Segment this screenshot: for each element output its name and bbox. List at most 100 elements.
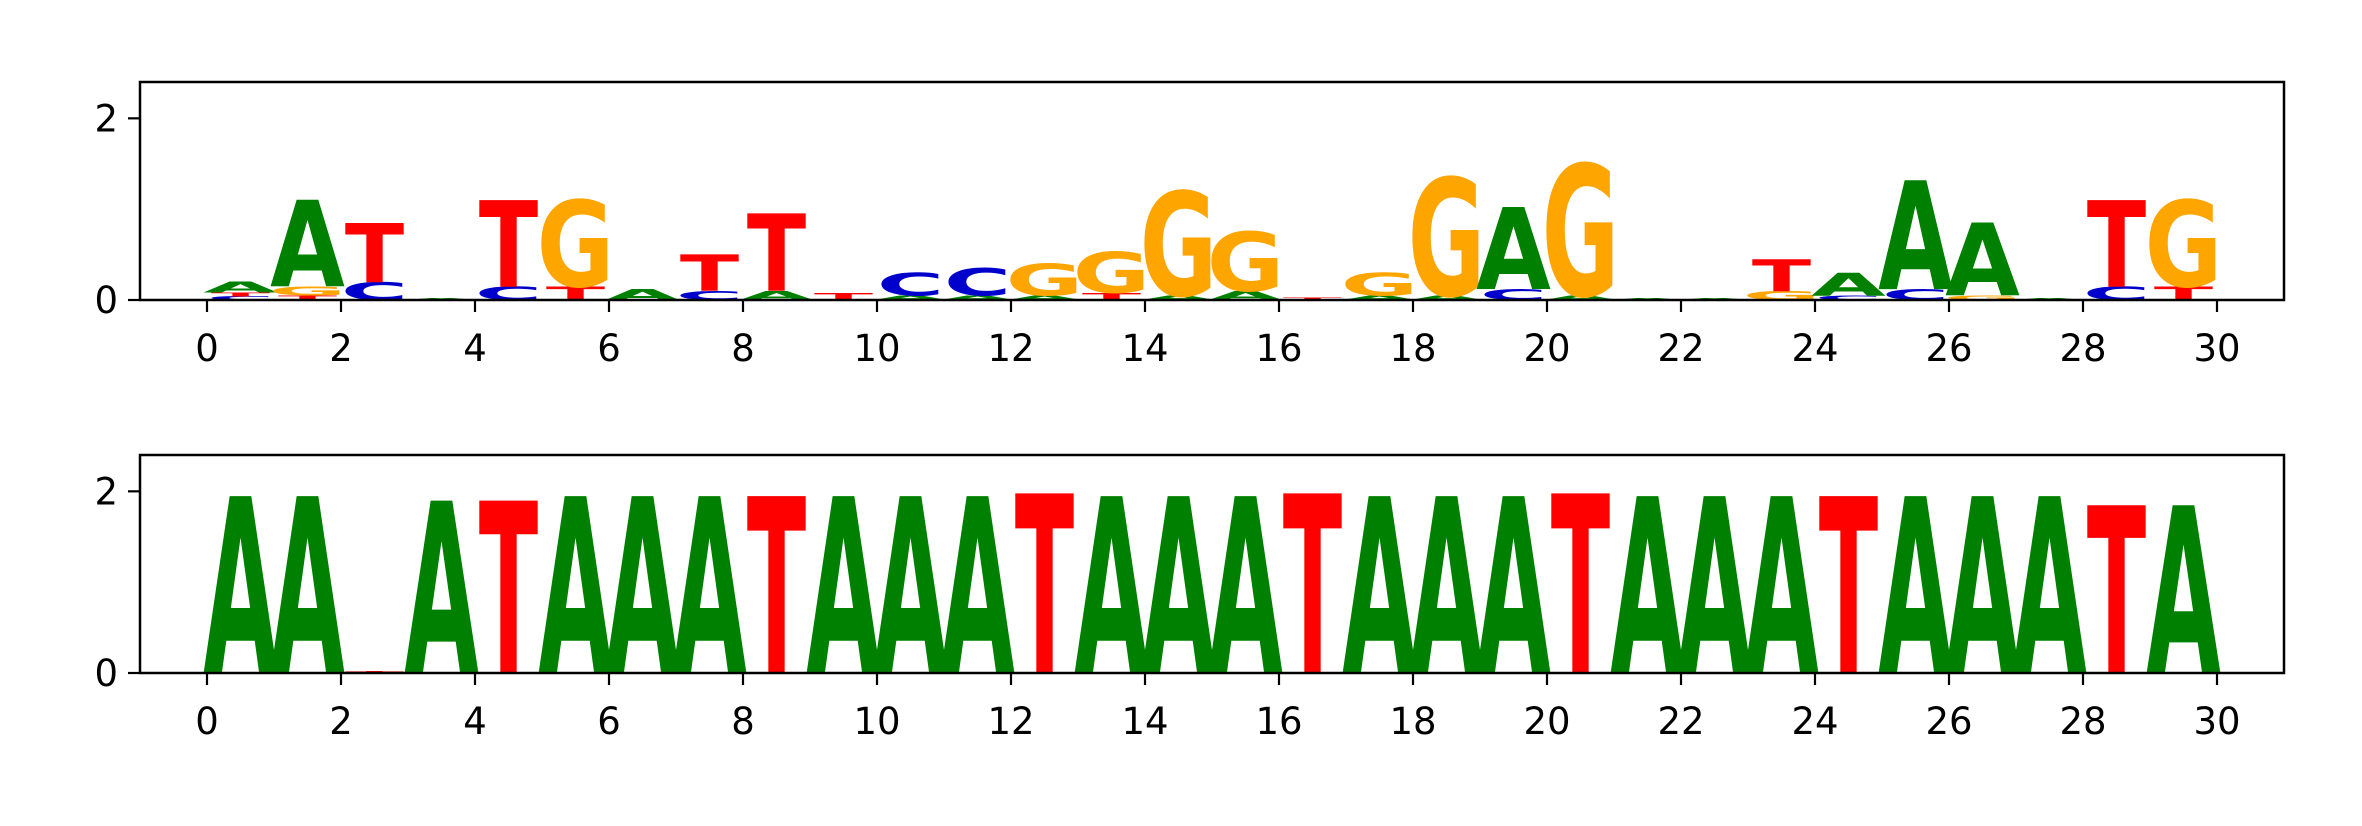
logo-letter-A: A	[1409, 294, 1484, 301]
logo-letter-A: A	[1878, 150, 1953, 325]
logo-letter-T: T	[479, 178, 538, 315]
logo-letter-T: T	[680, 245, 739, 303]
logo-letter-T: T	[1819, 448, 1878, 730]
logo-letter-A: A	[1476, 448, 1551, 731]
logo-letter-T: T	[1283, 297, 1342, 301]
axes-frame	[138, 453, 2286, 675]
x-tick-label: 4	[463, 700, 487, 743]
logo-letter-G: G	[269, 284, 347, 299]
logo-letter-T: T	[1082, 291, 1141, 303]
logo-letter-T: T	[211, 292, 270, 298]
y-tick-label: 2	[94, 470, 118, 513]
logo-letter-A: A	[1208, 448, 1283, 731]
logo-letter-A: A	[270, 178, 345, 315]
logo-letter-T: T	[345, 207, 404, 301]
logo-letter-G: G	[2145, 178, 2223, 315]
logo-letter-A: A	[1074, 448, 1149, 731]
x-tick-label: 12	[987, 327, 1034, 370]
x-tick-label: 16	[1255, 700, 1302, 743]
logo-letter-T: T	[278, 294, 337, 301]
axes-frame	[138, 80, 2286, 302]
x-tick-label: 22	[1657, 327, 1704, 370]
logo-letter-G: G	[1207, 216, 1285, 311]
logo-letter-T: T	[1551, 445, 1610, 732]
x-tick-label: 6	[597, 327, 621, 370]
logo-letter-A: A	[1945, 448, 2020, 731]
logo-letter-A: A	[2146, 459, 2221, 728]
x-tick-label: 28	[2059, 700, 2106, 743]
logo-letter-A: A	[1543, 294, 1618, 301]
x-tick-label: 2	[329, 700, 353, 743]
logo-panel-bottom: AA T A T AAA T AAA T AAA T AAA T AAA T AAA T A0 2 4 6 8 10 12 1…	[94, 445, 2286, 743]
logo-letter-T: T	[1015, 445, 1074, 732]
logo-letter-A: A	[806, 448, 881, 731]
logo-letter-A: A	[873, 294, 948, 301]
x-tick-label: 14	[1121, 700, 1168, 743]
x-tick-label: 12	[987, 700, 1034, 743]
logo-letter-A: A	[940, 294, 1015, 301]
logo-letter-A: A	[605, 448, 680, 731]
logo-letter-A: A	[404, 453, 479, 729]
logo-letter-C: C	[207, 295, 274, 301]
x-tick-label: 20	[1523, 327, 1570, 370]
logo-letter-G: G	[1341, 267, 1419, 303]
logo-letter-A: A	[203, 448, 278, 731]
logo-letter-A: A	[2012, 448, 2087, 731]
logo-letter-T: T	[479, 455, 538, 730]
logo-letter-A: A	[1610, 448, 1685, 731]
logo-letter-G: G	[1006, 256, 1084, 306]
x-tick-label: 22	[1657, 700, 1704, 743]
logo-letter-T: T	[747, 193, 806, 316]
x-tick-label: 0	[195, 327, 219, 370]
logo-letter-G: G	[1140, 162, 1218, 330]
x-tick-label: 24	[1791, 700, 1838, 743]
x-tick-label: 8	[731, 327, 755, 370]
logo-letter-A: A	[203, 279, 278, 296]
x-tick-label: 26	[1925, 327, 1972, 370]
logo-letter-A: A	[1342, 448, 1417, 731]
x-tick-label: 24	[1791, 327, 1838, 370]
logo-letter-A: A	[1409, 448, 1484, 731]
logo-letter-A: A	[1811, 266, 1886, 302]
logo-letter-A: A	[940, 448, 1015, 731]
logo-letter-G: G	[537, 178, 615, 315]
y-tick-label: 0	[94, 279, 118, 322]
logo-letter-A: A	[873, 448, 948, 731]
x-tick-label: 18	[1389, 327, 1436, 370]
logo-letter-A: A	[1141, 294, 1216, 301]
x-tick-label: 26	[1925, 700, 1972, 743]
logo-letter-A: A	[1007, 294, 1082, 301]
x-tick-label: 30	[2193, 700, 2240, 743]
logo-letter-A: A	[1878, 448, 1953, 731]
logo-letter-T: T	[1283, 445, 1342, 732]
x-tick-label: 16	[1255, 327, 1302, 370]
logo-letter-C: C	[877, 267, 944, 303]
x-tick-label: 30	[2193, 327, 2240, 370]
logo-letter-C: C	[1815, 294, 1882, 301]
logo-letter-G: G	[1944, 294, 2022, 301]
x-tick-label: 10	[853, 700, 900, 743]
logo-letter-A: A	[1945, 204, 2020, 320]
x-tick-label: 2	[329, 327, 353, 370]
x-tick-label: 4	[463, 327, 487, 370]
logo-letter-T: T	[814, 291, 873, 303]
x-tick-label: 14	[1121, 327, 1168, 370]
logo-letter-A: A	[1476, 185, 1551, 316]
x-tick-label: 0	[195, 700, 219, 743]
logo-letter-A: A	[270, 448, 345, 731]
y-tick-label: 2	[94, 97, 118, 140]
logo-letter-A: A	[1141, 448, 1216, 731]
x-tick-label: 6	[597, 700, 621, 743]
y-tick-label: 0	[94, 652, 118, 695]
x-tick-label: 18	[1389, 700, 1436, 743]
logo-letter-A: A	[672, 448, 747, 731]
logo-letter-G: G	[1542, 128, 1620, 338]
x-tick-label: 20	[1523, 700, 1570, 743]
logo-letter-A: A	[538, 448, 613, 731]
logo-letter-A: A	[1342, 294, 1417, 301]
logo-letter-T: T	[747, 448, 806, 730]
logo-letter-G: G	[1073, 242, 1151, 307]
x-tick-label: 10	[853, 327, 900, 370]
